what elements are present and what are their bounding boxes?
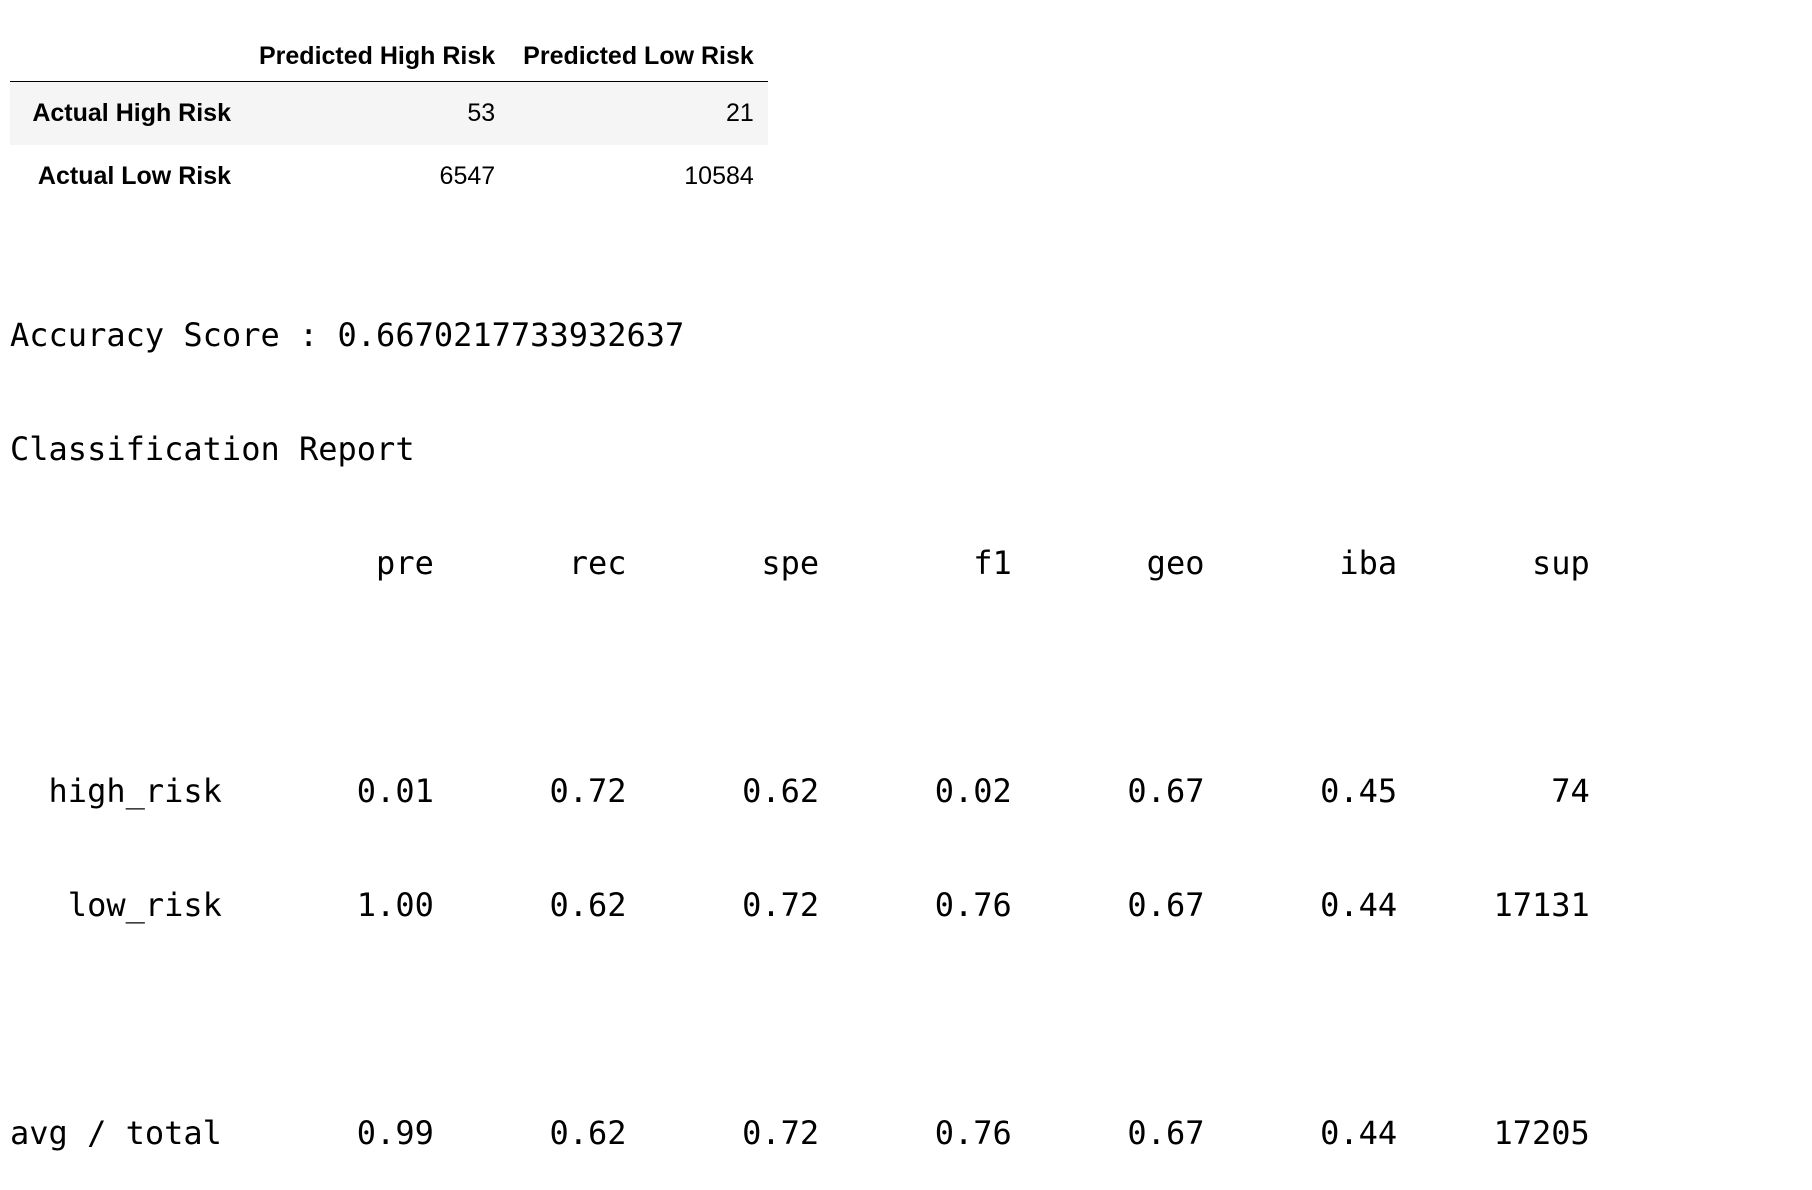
table-header-row: Predicted High Risk Predicted Low Risk bbox=[10, 34, 768, 82]
report-blank-line bbox=[10, 1000, 1590, 1038]
table-cell: 53 bbox=[467, 98, 496, 127]
row-header-actual-high-risk: Actual High Risk bbox=[32, 98, 231, 127]
table-cell: 6547 bbox=[439, 161, 496, 190]
report-row-high-risk: high_risk 0.01 0.72 0.62 0.02 0.67 0.45 … bbox=[10, 772, 1590, 810]
report-blank-line bbox=[10, 658, 1590, 696]
table-row: Actual High Risk 53 21 bbox=[10, 81, 768, 145]
column-header-predicted-high-risk: Predicted High Risk bbox=[245, 34, 510, 82]
column-header-predicted-low-risk: Predicted Low Risk bbox=[509, 34, 768, 82]
table-cell: 21 bbox=[725, 98, 754, 127]
table-corner-cell bbox=[10, 34, 245, 82]
classification-report-title: Classification Report bbox=[10, 430, 415, 468]
table-row: Actual Low Risk 6547 10584 bbox=[10, 145, 768, 208]
confusion-matrix-table: Predicted High Risk Predicted Low Risk A… bbox=[10, 34, 768, 208]
confusion-matrix-dataframe: Predicted High Risk Predicted Low Risk A… bbox=[10, 34, 768, 208]
table-cell: 10584 bbox=[684, 161, 754, 190]
report-row-low-risk: low_risk 1.00 0.62 0.72 0.76 0.67 0.44 1… bbox=[10, 886, 1590, 924]
report-row-avg-total: avg / total 0.99 0.62 0.72 0.76 0.67 0.4… bbox=[10, 1114, 1590, 1152]
accuracy-score-line: Accuracy Score : 0.6670217733932637 bbox=[10, 316, 685, 354]
row-header-actual-low-risk: Actual Low Risk bbox=[37, 161, 231, 190]
report-header-line: pre rec spe f1 geo iba sup bbox=[10, 544, 1590, 582]
cell-output-text: Accuracy Score : 0.6670217733932637 Clas… bbox=[10, 240, 1590, 1190]
